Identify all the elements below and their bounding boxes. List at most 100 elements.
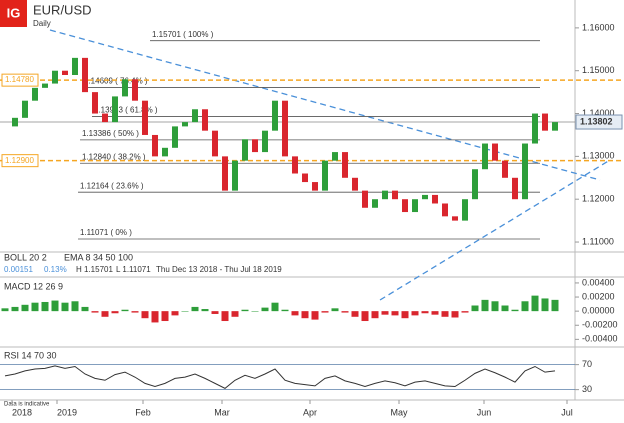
x-tick-label: Jul: [561, 407, 573, 417]
candle: [422, 194, 428, 200]
candle: [22, 100, 28, 118]
candle: [372, 199, 378, 208]
candle: [152, 134, 158, 157]
macd-bar: [441, 311, 449, 317]
candle: [332, 152, 338, 161]
x-tick-label: May: [390, 407, 408, 417]
boll: BOLL 20 2: [4, 252, 47, 262]
last-price-label: 1.13802: [580, 116, 613, 126]
macd-bar: [291, 311, 299, 316]
macd-bar: [371, 311, 379, 319]
candle: [512, 177, 518, 200]
candle: [32, 87, 38, 101]
x-tick-label: 2018: [12, 407, 32, 417]
y-tick-label: 70: [582, 359, 592, 369]
candle: [382, 190, 388, 200]
macd-bar: [81, 306, 89, 312]
macd-bar: [311, 311, 319, 320]
x-tick-label: Feb: [135, 407, 151, 417]
fib-label: 1.14609 ( 76.4% ): [84, 77, 148, 86]
fib-label: 1.13386 ( 50% ): [82, 129, 139, 138]
candle: [352, 177, 358, 191]
macd-bar: [531, 295, 539, 312]
candle: [282, 100, 288, 157]
macd-bar: [521, 301, 529, 312]
macd-title: MACD 12 26 9: [4, 281, 63, 291]
x-tick-label: Apr: [303, 407, 317, 417]
candle: [232, 160, 238, 191]
fib-label: 1.15701 ( 100% ): [152, 30, 214, 39]
macd-bar: [141, 311, 149, 319]
macd-bar: [251, 311, 259, 312]
candle: [112, 96, 118, 123]
candle: [522, 143, 528, 200]
candle: [252, 139, 258, 153]
candle: [492, 143, 498, 161]
candle: [102, 113, 108, 123]
candle: [192, 109, 198, 123]
x-tick-label: 2019: [57, 407, 77, 417]
macd-bar: [121, 309, 129, 312]
logo: [0, 0, 27, 27]
high: H 1.15701: [76, 265, 113, 274]
candle: [312, 182, 318, 191]
y-tick-label: -0.00400: [582, 334, 618, 344]
macd-bar: [391, 311, 399, 316]
macd-bar: [381, 311, 389, 315]
candle: [452, 216, 458, 221]
x-tick-label: Jun: [477, 407, 492, 417]
candle: [302, 173, 308, 183]
macd-bar: [361, 311, 369, 322]
macd-bar: [321, 311, 329, 313]
macd-bar: [221, 311, 229, 322]
candle: [342, 152, 348, 178]
fib-label: 1.11071 ( 0% ): [80, 228, 132, 237]
candle: [432, 194, 438, 204]
candle: [42, 83, 48, 88]
candle: [552, 122, 558, 131]
macd-bar: [501, 305, 509, 312]
macd-bar: [101, 311, 109, 317]
candle: [502, 160, 508, 178]
macd-bar: [551, 299, 559, 312]
candle: [272, 100, 278, 131]
candle: [52, 70, 58, 84]
trend-line: [379, 159, 611, 301]
macd-bar: [91, 311, 99, 313]
y-tick-label: -0.00200: [582, 320, 618, 330]
macd-bar: [481, 299, 489, 312]
candle: [162, 147, 168, 157]
candle: [462, 199, 468, 221]
ema: EMA 8 34 50 100: [64, 252, 133, 262]
logo-text: IG: [7, 5, 21, 20]
macd-bar: [411, 311, 419, 316]
candle: [242, 139, 248, 161]
macd-bar: [51, 300, 59, 312]
y-tick-label: 30: [582, 384, 592, 394]
y-tick-label: 0.00000: [582, 306, 615, 316]
candle: [402, 199, 408, 213]
trend-line: [49, 29, 601, 181]
candle: [62, 70, 68, 75]
candle: [142, 100, 148, 135]
level-label: 1.14780: [5, 75, 34, 84]
macd-bar: [331, 308, 339, 312]
change: 0.00151: [4, 265, 33, 274]
candle: [82, 57, 88, 93]
macd-bar: [61, 302, 69, 312]
macd-bar: [11, 306, 19, 312]
macd-bar: [511, 309, 519, 312]
macd-bar: [161, 311, 169, 322]
macd-bar: [301, 311, 309, 319]
candle: [412, 199, 418, 213]
level-box: [1, 73, 39, 87]
date-range: Thu Dec 13 2018 - Thu Jul 18 2019: [156, 265, 282, 274]
macd-bar: [201, 309, 209, 312]
change-pct: 0.13%: [44, 265, 67, 274]
candle: [182, 122, 188, 127]
macd-bar: [341, 311, 349, 313]
macd-bar: [421, 311, 429, 314]
